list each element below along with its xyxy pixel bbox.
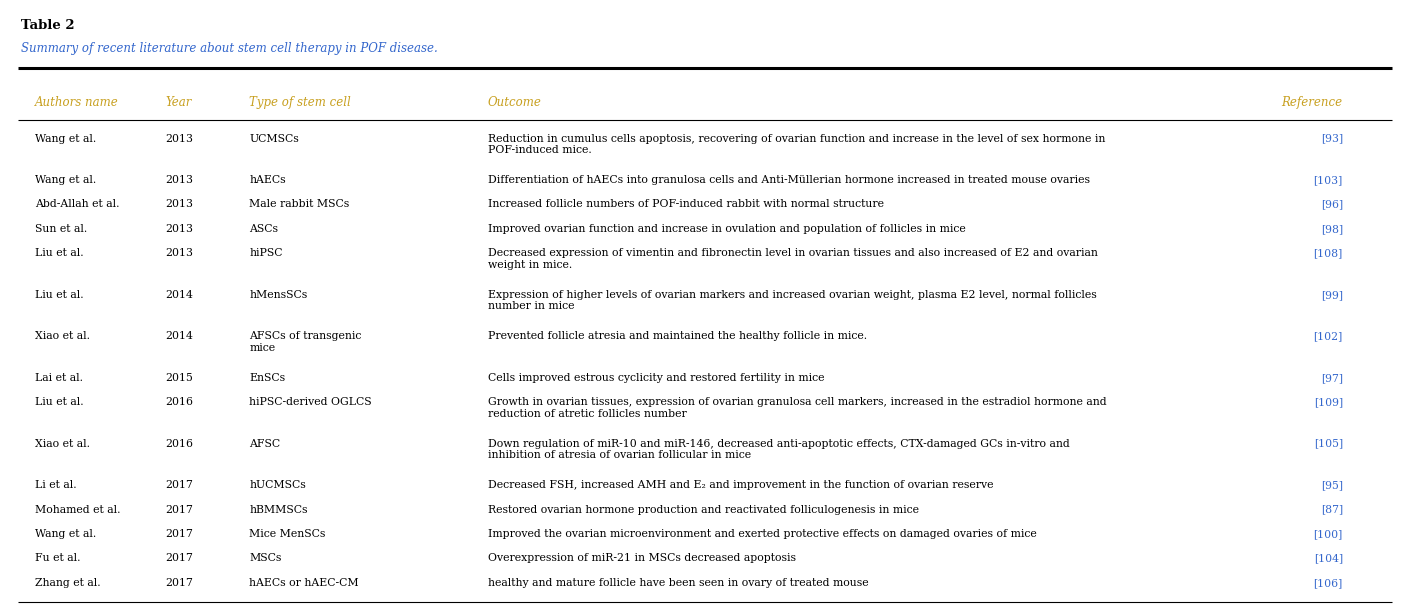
- Text: [97]: [97]: [1321, 373, 1342, 383]
- Text: Li et al.: Li et al.: [35, 480, 76, 490]
- Text: 2013: 2013: [165, 248, 193, 258]
- Text: Improved the ovarian microenvironment and exerted protective effects on damaged : Improved the ovarian microenvironment an…: [488, 529, 1036, 539]
- Text: Liu et al.: Liu et al.: [35, 397, 83, 407]
- Text: [104]: [104]: [1314, 554, 1342, 563]
- Text: [93]: [93]: [1321, 134, 1342, 143]
- Text: [105]: [105]: [1314, 439, 1342, 449]
- Text: Sun et al.: Sun et al.: [35, 224, 87, 234]
- Text: 2017: 2017: [165, 578, 193, 588]
- Text: 2017: 2017: [165, 554, 193, 563]
- Text: Table 2: Table 2: [21, 19, 75, 32]
- Text: hBMMSCs: hBMMSCs: [250, 504, 307, 514]
- Text: healthy and mature follicle have been seen in ovary of treated mouse: healthy and mature follicle have been se…: [488, 578, 869, 588]
- Text: AFSCs of transgenic
mice: AFSCs of transgenic mice: [250, 331, 362, 353]
- Text: Wang et al.: Wang et al.: [35, 175, 96, 185]
- Text: AFSC: AFSC: [250, 439, 281, 449]
- Text: Mice MenSCs: Mice MenSCs: [250, 529, 326, 539]
- Text: Summary of recent literature about stem cell therapy in POF disease.: Summary of recent literature about stem …: [21, 42, 437, 55]
- Text: Prevented follicle atresia and maintained the healthy follicle in mice.: Prevented follicle atresia and maintaine…: [488, 331, 867, 341]
- Text: [108]: [108]: [1314, 248, 1342, 258]
- Text: 2013: 2013: [165, 199, 193, 210]
- Text: Improved ovarian function and increase in ovulation and population of follicles : Improved ovarian function and increase i…: [488, 224, 966, 234]
- Text: 2017: 2017: [165, 504, 193, 514]
- Text: [95]: [95]: [1321, 480, 1342, 490]
- Text: Differentiation of hAECs into granulosa cells and Anti-Müllerian hormone increas: Differentiation of hAECs into granulosa …: [488, 175, 1090, 185]
- Text: 2014: 2014: [165, 331, 193, 341]
- Text: hUCMSCs: hUCMSCs: [250, 480, 306, 490]
- Text: Decreased FSH, increased AMH and E₂ and improvement in the function of ovarian r: Decreased FSH, increased AMH and E₂ and …: [488, 480, 993, 490]
- Text: Xiao et al.: Xiao et al.: [35, 439, 90, 449]
- Text: Liu et al.: Liu et al.: [35, 290, 83, 300]
- Text: Mohamed et al.: Mohamed et al.: [35, 504, 120, 514]
- Text: hAECs: hAECs: [250, 175, 286, 185]
- Text: [99]: [99]: [1321, 290, 1342, 300]
- Text: Down regulation of miR-10 and miR-146, decreased anti-apoptotic effects, CTX-dam: Down regulation of miR-10 and miR-146, d…: [488, 439, 1070, 460]
- Text: [100]: [100]: [1314, 529, 1342, 539]
- Text: Abd-Allah et al.: Abd-Allah et al.: [35, 199, 120, 210]
- Text: 2013: 2013: [165, 134, 193, 143]
- Text: [87]: [87]: [1321, 504, 1342, 514]
- Text: 2013: 2013: [165, 224, 193, 234]
- Text: [98]: [98]: [1321, 224, 1342, 234]
- Text: Expression of higher levels of ovarian markers and increased ovarian weight, pla: Expression of higher levels of ovarian m…: [488, 290, 1097, 311]
- Text: Authors name: Authors name: [35, 96, 118, 109]
- Text: 2014: 2014: [165, 290, 193, 300]
- Text: Cells improved estrous cyclicity and restored fertility in mice: Cells improved estrous cyclicity and res…: [488, 373, 825, 383]
- Text: 2013: 2013: [165, 175, 193, 185]
- Text: EnSCs: EnSCs: [250, 373, 286, 383]
- Text: hAECs or hAEC-CM: hAECs or hAEC-CM: [250, 578, 360, 588]
- Text: UCMSCs: UCMSCs: [250, 134, 299, 143]
- Text: Restored ovarian hormone production and reactivated folliculogenesis in mice: Restored ovarian hormone production and …: [488, 504, 919, 514]
- Text: Decreased expression of vimentin and fibronectin level in ovarian tissues and al: Decreased expression of vimentin and fib…: [488, 248, 1097, 270]
- Text: [106]: [106]: [1314, 578, 1342, 588]
- Text: MSCs: MSCs: [250, 554, 282, 563]
- Text: Wang et al.: Wang et al.: [35, 134, 96, 143]
- Text: 2017: 2017: [165, 480, 193, 490]
- Text: [96]: [96]: [1321, 199, 1342, 210]
- Text: [103]: [103]: [1314, 175, 1342, 185]
- Text: Fu et al.: Fu et al.: [35, 554, 80, 563]
- Text: [102]: [102]: [1314, 331, 1342, 341]
- Text: hiPSC: hiPSC: [250, 248, 283, 258]
- Text: hiPSC-derived OGLCS: hiPSC-derived OGLCS: [250, 397, 372, 407]
- Text: Overexpression of miR-21 in MSCs decreased apoptosis: Overexpression of miR-21 in MSCs decreas…: [488, 554, 795, 563]
- Text: hMensSCs: hMensSCs: [250, 290, 307, 300]
- Text: Growth in ovarian tissues, expression of ovarian granulosa cell markers, increas: Growth in ovarian tissues, expression of…: [488, 397, 1107, 419]
- Text: 2017: 2017: [165, 529, 193, 539]
- Text: Reduction in cumulus cells apoptosis, recovering of ovarian function and increas: Reduction in cumulus cells apoptosis, re…: [488, 134, 1105, 155]
- Text: Xiao et al.: Xiao et al.: [35, 331, 90, 341]
- Text: Type of stem cell: Type of stem cell: [250, 96, 351, 109]
- Text: Reference: Reference: [1282, 96, 1342, 109]
- Text: Lai et al.: Lai et al.: [35, 373, 83, 383]
- Text: Year: Year: [165, 96, 192, 109]
- Text: Zhang et al.: Zhang et al.: [35, 578, 100, 588]
- Text: Increased follicle numbers of POF-induced rabbit with normal structure: Increased follicle numbers of POF-induce…: [488, 199, 884, 210]
- Text: Liu et al.: Liu et al.: [35, 248, 83, 258]
- Text: 2015: 2015: [165, 373, 193, 383]
- Text: Wang et al.: Wang et al.: [35, 529, 96, 539]
- Text: Male rabbit MSCs: Male rabbit MSCs: [250, 199, 350, 210]
- Text: ASCs: ASCs: [250, 224, 278, 234]
- Text: 2016: 2016: [165, 439, 193, 449]
- Text: [109]: [109]: [1314, 397, 1342, 407]
- Text: 2016: 2016: [165, 397, 193, 407]
- Text: Outcome: Outcome: [488, 96, 541, 109]
